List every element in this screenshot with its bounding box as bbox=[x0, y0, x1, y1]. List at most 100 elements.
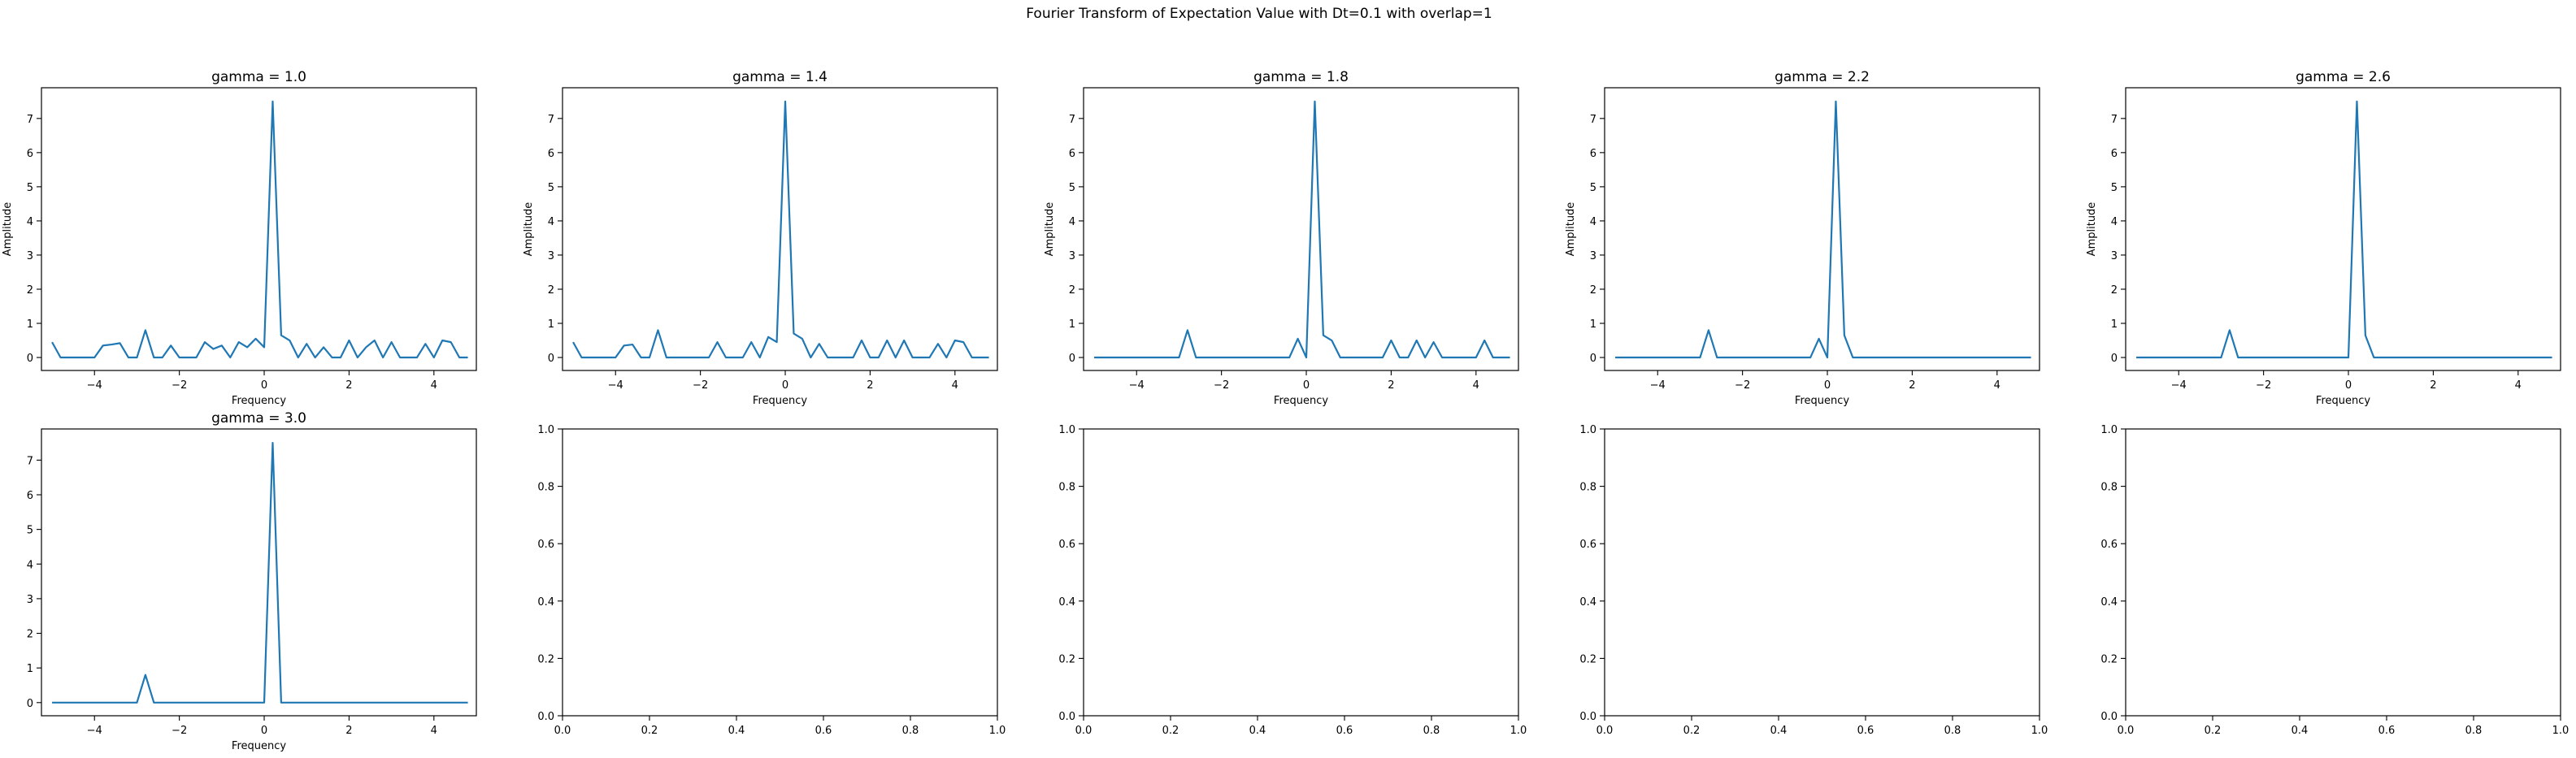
x-tick-label: 0 bbox=[261, 725, 267, 737]
x-tick-label: 4 bbox=[431, 725, 437, 737]
x-axis-label: Frequency bbox=[232, 395, 286, 407]
y-tick-label: 0.4 bbox=[2100, 596, 2118, 609]
subplot-title: gamma = 2.2 bbox=[1775, 69, 1870, 85]
y-tick-label: 6 bbox=[1590, 148, 1596, 160]
x-tick-label: 0.4 bbox=[728, 725, 745, 737]
x-tick-label: 0.0 bbox=[554, 725, 571, 737]
subplot-2: −4 −2 0 2 4 0 1 2 3 4 5 6 7 gamma = 1.4 Frequency Ampli… bbox=[523, 69, 998, 407]
y-tick-label: 0.4 bbox=[537, 596, 554, 609]
y-axis-label: Amplitude bbox=[1044, 202, 1056, 257]
x-tick-label: 2 bbox=[867, 379, 873, 392]
axes-frame bbox=[1604, 428, 2040, 717]
y-tick-label: 5 bbox=[548, 182, 554, 194]
y-tick-label: 4 bbox=[1069, 216, 1075, 228]
y-tick-label: 0.0 bbox=[537, 711, 554, 723]
x-tick-label: −2 bbox=[1214, 379, 1229, 392]
y-tick-label: 0.8 bbox=[1579, 482, 1596, 494]
y-tick-label: 0.6 bbox=[2100, 539, 2118, 551]
x-tick-label: 2 bbox=[1388, 379, 1394, 392]
series-line bbox=[52, 441, 468, 704]
y-tick-label: 0.8 bbox=[537, 482, 554, 494]
x-tick-label: 0.2 bbox=[641, 725, 658, 737]
y-tick-label: 0.2 bbox=[1579, 653, 1596, 665]
y-tick-label: 2 bbox=[1069, 284, 1075, 297]
x-tick-label: −4 bbox=[608, 379, 623, 392]
x-tick-label: 2 bbox=[345, 379, 352, 392]
axes-frame bbox=[1604, 87, 2040, 371]
x-tick-label: 1.0 bbox=[2031, 725, 2048, 737]
axes-frame bbox=[562, 87, 998, 371]
x-tick-label: 0.8 bbox=[1944, 725, 1961, 737]
series-line bbox=[1094, 100, 1510, 359]
y-tick-label: 3 bbox=[27, 594, 33, 606]
x-tick-label: 4 bbox=[952, 379, 958, 392]
x-tick-label: 0.6 bbox=[2378, 725, 2396, 737]
subplot-title: gamma = 3.0 bbox=[211, 410, 306, 427]
axes-frame bbox=[562, 428, 998, 717]
y-tick-label: 0 bbox=[1590, 353, 1596, 365]
y-tick-label: 1 bbox=[2111, 318, 2118, 331]
y-tick-label: 3 bbox=[1590, 250, 1596, 262]
x-tick-label: −4 bbox=[2171, 379, 2187, 392]
y-tick-label: 7 bbox=[2111, 114, 2118, 126]
x-tick-label: −2 bbox=[172, 379, 187, 392]
y-tick-label: 1 bbox=[27, 663, 33, 675]
subplot-9: 0.0 0.2 0.4 0.6 0.8 1.0 0.0 0.2 0.4 0.6 0.8 1.0 bbox=[1579, 424, 2048, 737]
x-tick-label: 4 bbox=[431, 379, 437, 392]
axes-frame bbox=[41, 87, 477, 371]
y-axis-label: Amplitude bbox=[2, 202, 14, 257]
subplot-title: gamma = 1.8 bbox=[1253, 69, 1349, 85]
axes-frame bbox=[41, 428, 477, 717]
axes-frame bbox=[2125, 87, 2561, 371]
axes-frame bbox=[1083, 87, 1519, 371]
y-tick-label: 0.0 bbox=[1058, 711, 1075, 723]
x-tick-label: 0.0 bbox=[2118, 725, 2135, 737]
x-tick-label: 0.4 bbox=[1770, 725, 1788, 737]
y-tick-label: 1.0 bbox=[537, 424, 554, 436]
y-tick-label: 1 bbox=[1069, 318, 1075, 331]
y-tick-label: 0 bbox=[1069, 353, 1075, 365]
x-tick-label: −2 bbox=[1735, 379, 1750, 392]
x-tick-label: −2 bbox=[2256, 379, 2271, 392]
x-axis-label: Frequency bbox=[2316, 395, 2370, 407]
y-tick-label: 6 bbox=[1069, 148, 1075, 160]
x-tick-label: 0.2 bbox=[2205, 725, 2222, 737]
y-tick-label: 1 bbox=[548, 318, 554, 331]
y-tick-label: 0 bbox=[27, 698, 33, 710]
x-tick-label: 0.6 bbox=[1857, 725, 1874, 737]
y-tick-label: 3 bbox=[2111, 250, 2118, 262]
subplot-10: 0.0 0.2 0.4 0.6 0.8 1.0 0.0 0.2 0.4 0.6 0.8 1.0 bbox=[2100, 424, 2569, 737]
y-axis-label: Amplitude bbox=[2086, 202, 2098, 257]
y-tick-label: 5 bbox=[1069, 182, 1075, 194]
x-tick-label: 4 bbox=[1994, 379, 2000, 392]
y-tick-label: 1 bbox=[1590, 318, 1596, 331]
x-tick-label: 1.0 bbox=[2552, 725, 2569, 737]
x-tick-label: 0.6 bbox=[1336, 725, 1353, 737]
axes-frame bbox=[2125, 428, 2561, 717]
y-tick-label: 4 bbox=[27, 216, 33, 228]
x-tick-label: 0.6 bbox=[815, 725, 832, 737]
x-tick-label: −4 bbox=[1129, 379, 1145, 392]
y-tick-label: 6 bbox=[548, 148, 554, 160]
x-tick-label: 0.4 bbox=[1249, 725, 1266, 737]
subplot-title: gamma = 1.0 bbox=[211, 69, 306, 85]
y-tick-label: 5 bbox=[27, 182, 33, 194]
y-tick-label: 7 bbox=[1069, 114, 1075, 126]
y-axis-label: Amplitude bbox=[1565, 202, 1577, 257]
y-tick-label: 3 bbox=[548, 250, 554, 262]
y-tick-label: 0.6 bbox=[537, 539, 554, 551]
x-tick-label: 2 bbox=[2430, 379, 2436, 392]
x-axis-label: Frequency bbox=[232, 740, 286, 752]
y-tick-label: 0.2 bbox=[1058, 653, 1075, 665]
y-tick-label: 6 bbox=[27, 148, 33, 160]
x-tick-label: −4 bbox=[87, 379, 102, 392]
x-tick-label: 0.2 bbox=[1162, 725, 1179, 737]
y-tick-label: 0 bbox=[27, 353, 33, 365]
y-tick-label: 5 bbox=[2111, 182, 2118, 194]
y-tick-label: 2 bbox=[27, 629, 33, 641]
y-tick-label: 5 bbox=[27, 525, 33, 537]
subplot-title: gamma = 2.6 bbox=[2296, 69, 2391, 85]
y-tick-label: 1 bbox=[27, 318, 33, 331]
